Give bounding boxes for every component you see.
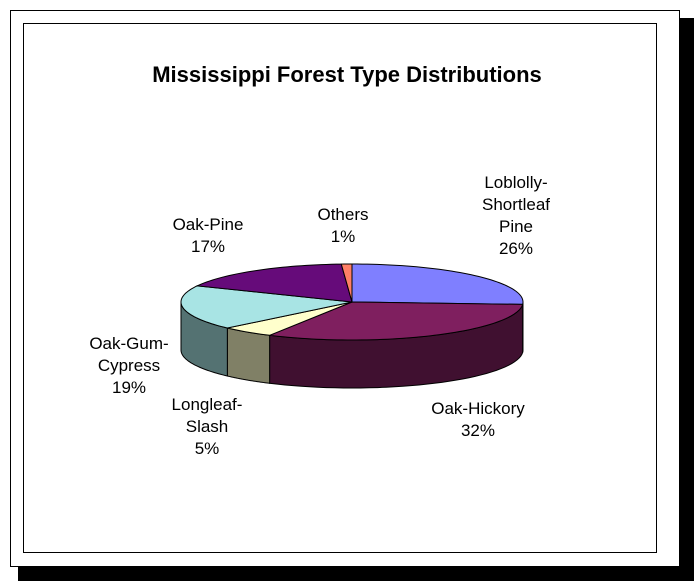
data-label-percent: 5% bbox=[194, 439, 220, 458]
data-label-0: Loblolly- Shortleaf Pine 26% bbox=[482, 172, 550, 260]
data-label-4: Oak-Pine 17% bbox=[173, 214, 244, 258]
data-label-name-line: Longleaf- bbox=[171, 395, 243, 414]
pie-slice-5 bbox=[340, 263, 353, 303]
data-label-percent: 19% bbox=[111, 378, 147, 397]
data-label-name-line: Shortleaf bbox=[481, 195, 551, 214]
data-label-name-line: Loblolly- bbox=[484, 173, 548, 192]
data-label-3: Oak-Gum- Cypress 19% bbox=[89, 333, 168, 399]
data-label-name-line: Oak-Gum- bbox=[89, 334, 169, 353]
data-label-name-line: Slash bbox=[185, 417, 229, 436]
pie-slice-2 bbox=[227, 301, 353, 336]
data-label-name-line: Oak-Hickory bbox=[431, 399, 525, 418]
pie-side-walls bbox=[180, 301, 524, 389]
data-label-name-line: Pine bbox=[498, 217, 534, 236]
data-label-percent: 32% bbox=[460, 421, 496, 440]
pie-slice-0 bbox=[351, 263, 524, 305]
data-label-name-line: Others bbox=[317, 205, 369, 224]
data-label-percent: 1% bbox=[330, 227, 356, 246]
data-label-2: Longleaf- Slash 5% bbox=[172, 394, 243, 460]
data-label-5: Others 1% bbox=[317, 204, 368, 248]
data-label-name-line: Oak-Pine bbox=[172, 215, 244, 234]
pie-slice-side-2 bbox=[226, 327, 271, 384]
pie-slice-4 bbox=[195, 263, 353, 303]
pie-top-faces bbox=[180, 263, 524, 341]
data-label-percent: 17% bbox=[190, 237, 226, 256]
pie-slice-1 bbox=[269, 301, 524, 341]
data-label-percent: 26% bbox=[498, 239, 534, 258]
chart-title: Mississippi Forest Type Distributions bbox=[152, 62, 542, 87]
data-label-name-line: Cypress bbox=[97, 356, 161, 375]
data-label-1: Oak-Hickory 32% bbox=[431, 398, 525, 442]
pie-slice-3 bbox=[180, 285, 353, 329]
